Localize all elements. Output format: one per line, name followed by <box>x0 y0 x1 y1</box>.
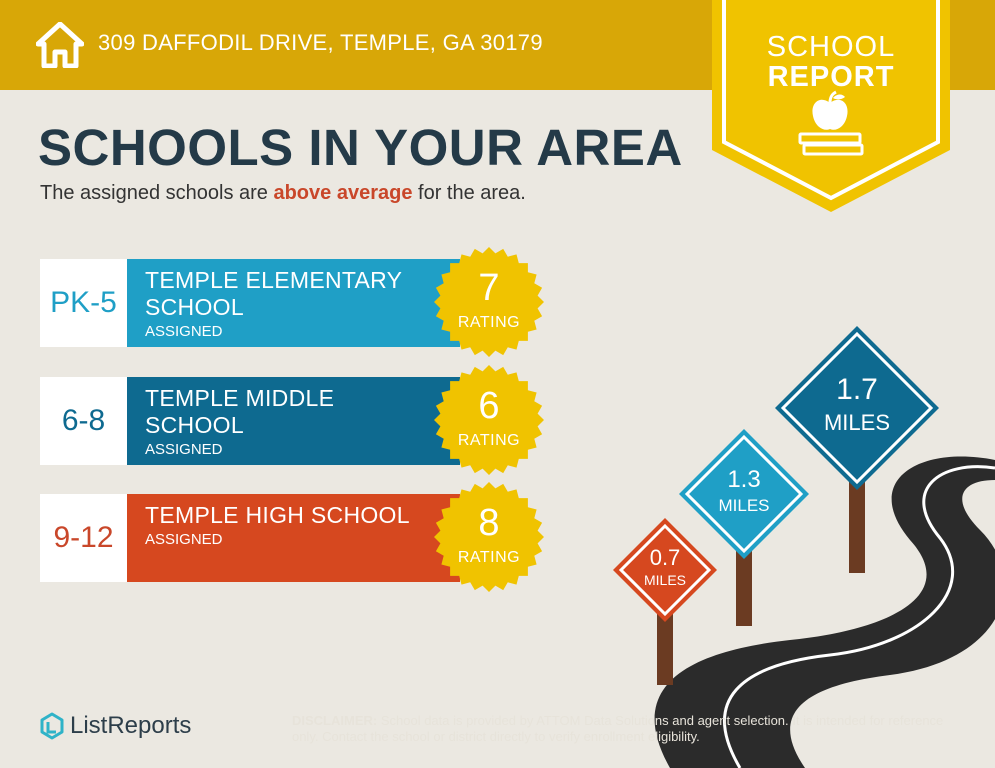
rating-label: RATING <box>457 549 521 566</box>
disclaimer: DISCLAIMER: School data is provided by A… <box>292 713 947 745</box>
rating-value: 6 <box>478 385 500 427</box>
property-address: 309 DAFFODIL DRIVE, TEMPLE, GA 30179 <box>98 30 543 55</box>
subtitle: The assigned schools are above average f… <box>40 182 526 205</box>
listreports-logo: ListReports <box>40 712 191 740</box>
school-name-line-1: TEMPLE MIDDLE <box>145 385 335 411</box>
badge-line-1: SCHOOL <box>766 31 896 63</box>
school-report-badge: SCHOOL REPORT <box>712 0 950 212</box>
rating-label: RATING <box>457 432 521 449</box>
school-info: TEMPLE ELEMENTARY SCHOOL ASSIGNED <box>127 259 460 347</box>
home-icon <box>36 22 84 68</box>
rating-value: 7 <box>478 267 500 309</box>
school-name-line-1: TEMPLE HIGH SCHOOL <box>145 502 410 528</box>
distance-value: 0.7 <box>649 545 681 570</box>
disclaimer-label: DISCLAIMER: <box>292 713 378 728</box>
school-info: TEMPLE HIGH SCHOOL ASSIGNED <box>127 494 460 582</box>
school-row: PK-5 TEMPLE ELEMENTARY SCHOOL ASSIGNED 7 RATI… <box>40 247 544 357</box>
school-name: TEMPLE ELEMENTARY SCHOOL <box>145 267 460 321</box>
rating-seal <box>434 365 544 475</box>
school-row: 6-8 TEMPLE MIDDLE SCHOOL ASSIGNED 6 RATING <box>40 365 544 475</box>
assigned-status: ASSIGNED <box>145 323 223 340</box>
rating-seal <box>434 247 544 357</box>
listreports-logo-icon <box>40 712 64 740</box>
school-name: TEMPLE MIDDLE SCHOOL <box>145 385 460 439</box>
rating-label: RATING <box>457 314 521 331</box>
school-name-line-2: SCHOOL <box>145 294 244 320</box>
logo-text: ListReports <box>70 712 192 739</box>
grade-range: 6-8 <box>40 377 127 465</box>
school-name: TEMPLE HIGH SCHOOL <box>145 502 460 529</box>
grade-range: 9-12 <box>40 494 127 582</box>
grade-range: PK-5 <box>40 259 127 347</box>
rating-seal <box>434 482 544 592</box>
subtitle-text-end: for the area. <box>412 182 526 204</box>
rating-value: 8 <box>478 502 500 544</box>
school-row: 9-12 TEMPLE HIGH SCHOOL ASSIGNED 8 RATING <box>40 482 544 592</box>
distance-sign: 1.3 MILES <box>676 426 812 626</box>
distance-unit: MILES <box>823 410 891 435</box>
distance-unit: MILES <box>643 572 686 588</box>
assigned-status: ASSIGNED <box>145 531 223 548</box>
road-illustration <box>654 456 995 768</box>
school-name-line-1: TEMPLE ELEMENTARY <box>145 267 403 293</box>
assigned-status: ASSIGNED <box>145 441 223 458</box>
school-info: TEMPLE MIDDLE SCHOOL ASSIGNED <box>127 377 460 465</box>
disclaimer-text: School data is provided by ATTOM Data So… <box>292 713 944 744</box>
distance-value: 1.7 <box>836 373 878 406</box>
distance-sign: 1.7 MILES <box>772 323 942 573</box>
page-title: SCHOOLS IN YOUR AREA <box>38 119 683 176</box>
subtitle-highlight: above average <box>273 182 413 204</box>
distance-sign: 0.7 MILES <box>610 515 720 685</box>
apple-on-book-icon <box>798 90 864 156</box>
distance-value: 1.3 <box>727 466 761 493</box>
badge-line-2: REPORT <box>767 61 895 93</box>
distance-unit: MILES <box>718 496 770 515</box>
school-name-line-2: SCHOOL <box>145 412 244 438</box>
subtitle-text-start: The assigned schools are <box>40 182 274 204</box>
